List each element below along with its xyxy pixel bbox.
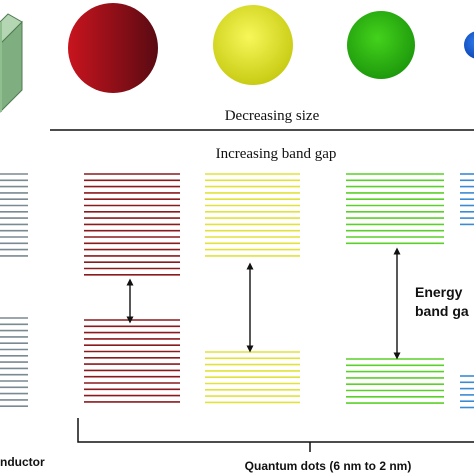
increasing-band-gap-label: Increasing band gap [216,146,337,162]
energy-label: Energy [415,284,463,300]
band-gap-label: band ga [415,303,469,319]
red-valence-band [84,319,180,403]
yellow-dot [213,5,293,85]
blue-valence-band [460,375,474,409]
semiconductor-label: nductor [0,455,45,469]
bulk-cube [0,13,23,113]
blue-conduction-band [460,173,474,226]
cube-top-face [0,13,23,45]
bulk-conduction-band [0,173,28,257]
green-dot [347,11,415,79]
yellow-valence-band [205,351,300,404]
yellow-conduction-band [205,173,300,257]
quantum-dots-bracket [77,418,474,443]
green-valence-band [346,358,444,404]
red-conduction-band [84,173,180,276]
cube-front-face [0,22,2,112]
decreasing-size-label: Decreasing size [225,108,320,124]
bulk-valence-band [0,317,28,408]
green-conduction-band [346,173,444,245]
energy-bands [0,173,474,409]
quantum-dots-label: Quantum dots (6 nm to 2 nm) [245,459,412,473]
blue-dot [464,31,474,59]
red-dot [68,3,158,93]
